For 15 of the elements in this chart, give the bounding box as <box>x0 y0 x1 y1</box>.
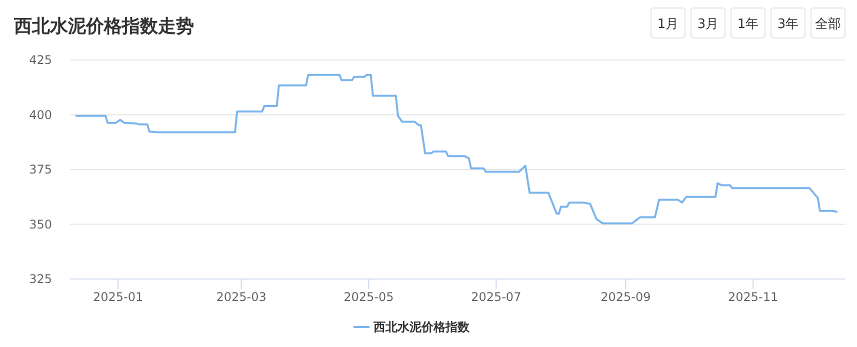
y-tick-label: 350 <box>29 217 52 232</box>
x-tick-label: 2025-11 <box>728 290 778 304</box>
x-tick-label: 2025-03 <box>216 290 266 304</box>
y-tick-label: 400 <box>29 108 52 122</box>
y-tick-label: 375 <box>29 162 52 176</box>
chart-title: 西北水泥价格指数走势 <box>13 16 194 37</box>
x-tick-label: 2025-01 <box>92 290 144 304</box>
legend-label: 西北水泥价格指数 <box>372 320 470 334</box>
y-tick-label: 325 <box>29 272 52 286</box>
y-tick-label: 425 <box>29 53 52 67</box>
line-series <box>75 74 838 224</box>
range-buttons: 1月 3月 1年 3年 全部 <box>650 8 846 38</box>
x-tick-label: 2025-09 <box>600 290 651 304</box>
x-tick-label: 2025-07 <box>471 290 522 304</box>
x-tick-label: 2025-05 <box>344 290 394 304</box>
